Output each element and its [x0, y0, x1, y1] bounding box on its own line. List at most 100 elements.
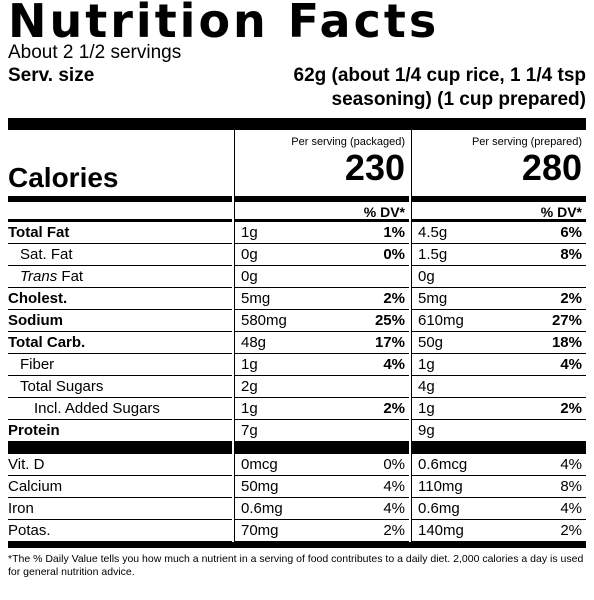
daily-value: 4%: [383, 500, 405, 517]
nutrient-label: Sat. Fat: [8, 244, 232, 266]
amount: 7g: [241, 422, 258, 439]
amount-cell: 50mg 4%: [234, 476, 409, 498]
nutrient-name: Calcium: [8, 478, 63, 495]
amount-cell: 0g: [234, 266, 409, 288]
amount-cell: 0.6mcg 4%: [411, 454, 586, 476]
nutrient-label: Potas.: [8, 520, 232, 542]
amount: 70mg: [241, 522, 279, 539]
amount-cell: 140mg 2%: [411, 520, 586, 542]
nutrient-name: Total Sugars: [20, 378, 104, 395]
serving-size-label: Serv. size: [8, 65, 95, 86]
amount: 140mg: [418, 522, 464, 539]
daily-value: 2%: [560, 290, 582, 307]
amount-cell: 1g 1%: [234, 222, 409, 244]
nutrient-label: Total Carb.: [8, 332, 232, 354]
nutrient-label: Incl. Added Sugars: [8, 398, 232, 420]
amount: 0g: [241, 268, 258, 285]
amount-cell: 0mcg 0%: [234, 454, 409, 476]
amount: 610mg: [418, 312, 464, 329]
amount: 5mg: [418, 290, 448, 307]
amount: 50g: [418, 334, 444, 351]
nutrient-label: Trans Fat: [8, 266, 232, 288]
amount: 0mcg: [241, 456, 278, 473]
amount-cell: 1g 2%: [411, 398, 586, 420]
amount: 0.6mg: [418, 500, 460, 517]
amount-cell: 1.5g 8%: [411, 244, 586, 266]
dv-heading: % DV*: [234, 202, 409, 222]
dv-spacer: [8, 202, 232, 222]
daily-value: 6%: [560, 224, 582, 241]
nutrient-label: Calcium: [8, 476, 232, 498]
daily-value: 2%: [560, 522, 582, 539]
amount: 0g: [241, 246, 258, 263]
amount-cell: 50g 18%: [411, 332, 586, 354]
column-heading: Per serving (prepared): [471, 136, 582, 148]
serving-size-value: 62g (about 1/4 cup rice, 1 1/4 tsp seaso…: [294, 64, 587, 112]
calories-cell: Calories: [8, 130, 232, 196]
divider: [411, 442, 586, 454]
amount: 2g: [241, 378, 258, 395]
daily-value: 27%: [551, 312, 582, 329]
amount: 4g: [418, 378, 435, 395]
nutrient-label: Protein: [8, 420, 232, 442]
amount-cell: 0.6mg 4%: [234, 498, 409, 520]
serving-size-line: seasoning) (1 cup prepared): [331, 89, 586, 110]
daily-value: 0%: [383, 456, 405, 473]
divider: [8, 118, 586, 130]
amount-cell: 1g 2%: [234, 398, 409, 420]
nutrient-label: Total Fat: [8, 222, 232, 244]
amount-cell: 1g 4%: [411, 354, 586, 376]
amount: 0.6mcg: [418, 456, 468, 473]
amount-cell: 0g: [411, 266, 586, 288]
calories-value: 280: [521, 147, 582, 188]
daily-value: 8%: [560, 478, 582, 495]
amount-cell: 2g: [234, 376, 409, 398]
amount-cell: 7g: [234, 420, 409, 442]
nutrient-name: Cholest.: [8, 290, 68, 307]
nutrient-label: Cholest.: [8, 288, 232, 310]
amount: 580mg: [241, 312, 287, 329]
daily-value: 4%: [560, 500, 582, 517]
amount-cell: 4g: [411, 376, 586, 398]
divider: [234, 442, 409, 454]
nutrient-label: Iron: [8, 498, 232, 520]
amount-cell: 0.6mg 4%: [411, 498, 586, 520]
nutrient-name: Sodium: [8, 312, 63, 329]
amount-cell: 5mg 2%: [411, 288, 586, 310]
serving-size-line: 62g (about 1/4 cup rice, 1 1/4 tsp: [293, 65, 587, 86]
amount: 5mg: [241, 290, 271, 307]
nutrient-name: Incl. Added Sugars: [34, 400, 160, 417]
amount: 110mg: [418, 478, 463, 495]
servings: About 2 1/2 servings: [8, 42, 182, 63]
daily-value: 4%: [383, 478, 405, 495]
daily-value: 18%: [551, 334, 582, 351]
amount-cell: 4.5g 6%: [411, 222, 586, 244]
nutrient-name: Vit. D: [8, 456, 45, 473]
amount-cell: 48g 17%: [234, 332, 409, 354]
daily-value: 2%: [560, 400, 582, 417]
amount: 0g: [418, 268, 435, 285]
footnote: *The % Daily Value tells you how much a …: [8, 542, 586, 579]
nutrient-label: Total Sugars: [8, 376, 232, 398]
daily-value: 4%: [560, 456, 582, 473]
amount-cell: 70mg 2%: [234, 520, 409, 542]
amount: 48g: [241, 334, 267, 351]
amount: 50mg: [241, 478, 279, 495]
amount: 1g: [418, 400, 435, 417]
calories-cell: Per serving (packaged) 230: [234, 130, 409, 196]
daily-value: 4%: [560, 356, 582, 373]
amount-cell: 610mg 27%: [411, 310, 586, 332]
daily-value: 4%: [383, 356, 405, 373]
calories-cell: Per serving (prepared) 280: [411, 130, 586, 196]
serving-size: Serv. size 62g (about 1/4 cup rice, 1 1/…: [8, 64, 586, 112]
daily-value: 1%: [383, 224, 405, 241]
amount-cell: 110mg 8%: [411, 476, 586, 498]
daily-value: 2%: [383, 400, 405, 417]
amount: 1g: [241, 356, 258, 373]
nutrient-label: Fiber: [8, 354, 232, 376]
amount: 1g: [241, 224, 258, 241]
divider: [411, 196, 586, 202]
nutrient-name-italic: Trans: [20, 268, 58, 285]
nutrient-name: Fiber: [20, 356, 55, 373]
daily-value: 0%: [383, 246, 405, 263]
